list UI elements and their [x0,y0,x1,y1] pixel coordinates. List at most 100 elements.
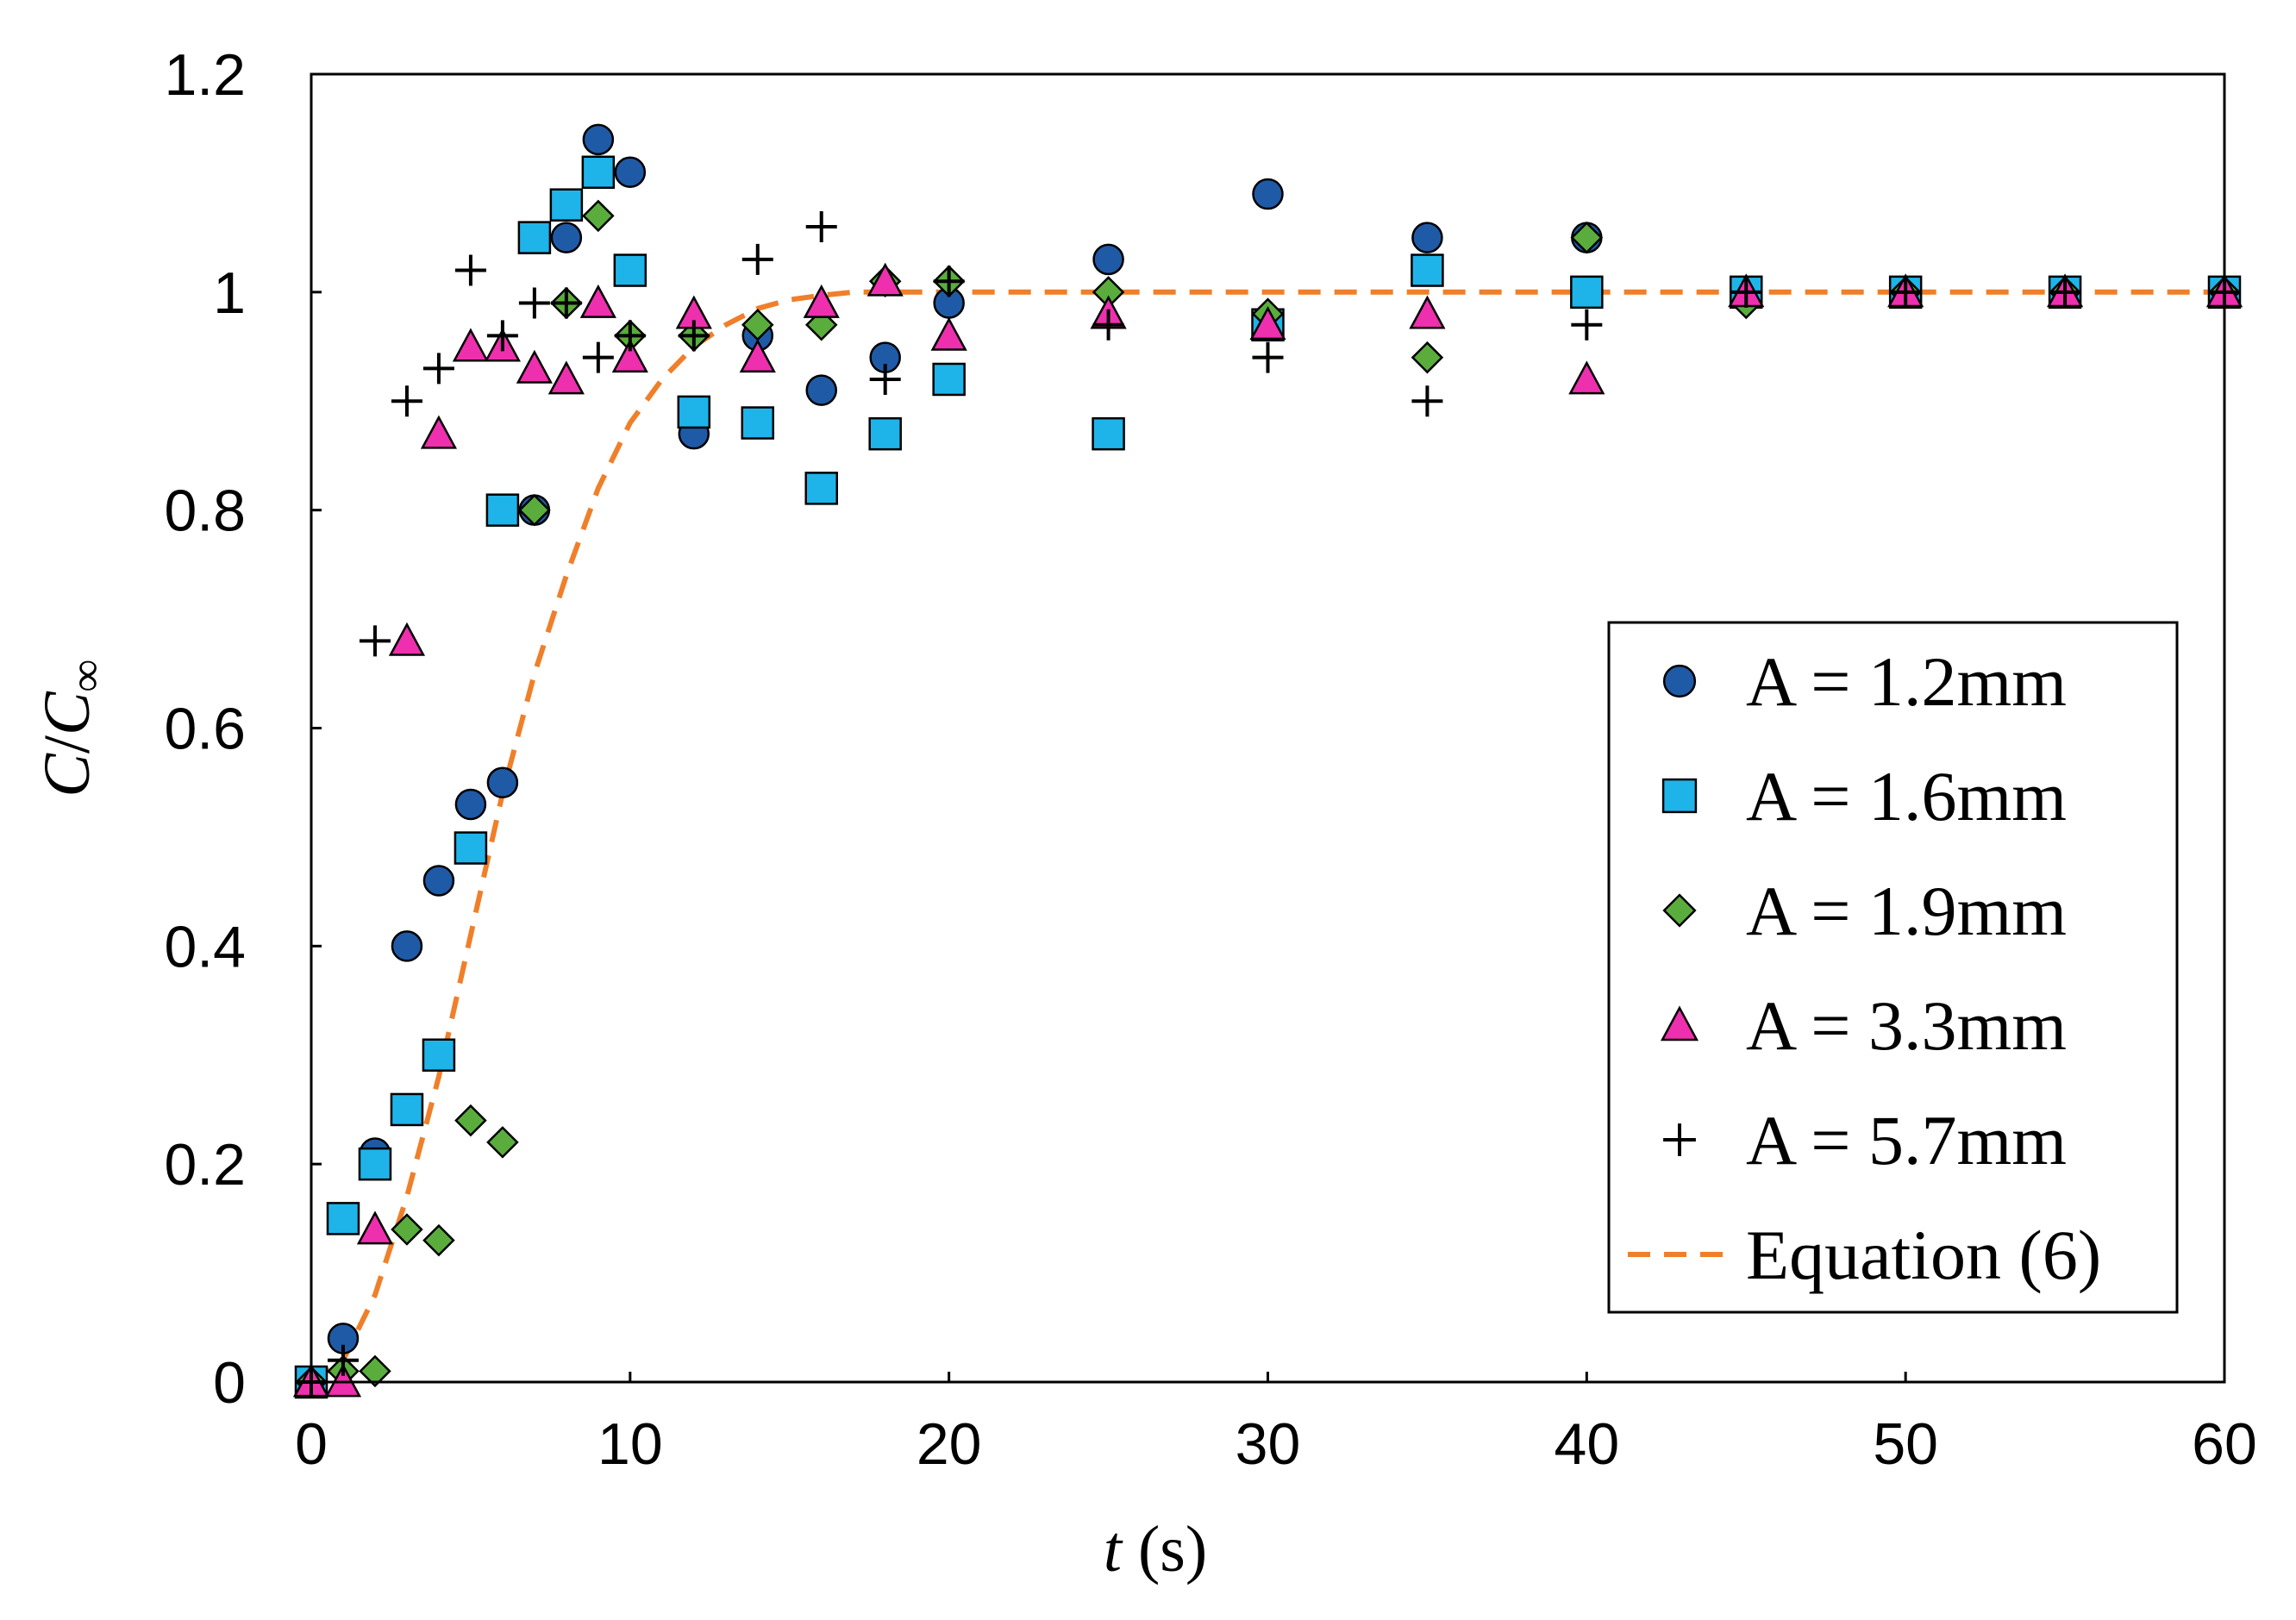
x-tick-label: 50 [1873,1411,1938,1477]
data-point-square [613,253,648,287]
data-point-plus [1411,385,1443,417]
data-point-plus [550,287,582,319]
data-point-plus [1890,276,1922,308]
data-point-square [741,406,775,440]
data-point-circle [550,222,583,253]
legend-swatch-triangle [1660,1005,1699,1041]
data-point-circle [454,788,487,821]
data-point-triangle [388,622,426,656]
data-point-plus [1092,309,1124,341]
data-point-plus [518,287,550,319]
data-point-circle [422,865,455,897]
data-point-triangle [1409,295,1446,329]
data-point-triangle [611,339,648,373]
data-point-square [581,155,616,190]
data-point-plus [486,320,518,352]
data-point-triangle [803,284,840,318]
legend-label: A = 3.3mm [1746,986,2067,1065]
x-tick-label: 20 [917,1411,982,1477]
data-point-square [454,831,488,865]
data-point-circle [1411,222,1443,253]
y-axis-sep: / [31,735,103,754]
plot-data [292,123,2243,1399]
data-point-plus [1571,309,1603,341]
data-point-circle [805,374,837,406]
x-axis-var: t [1104,1513,1123,1586]
data-point-triangle [420,415,458,449]
y-tick-label: 0 [213,1350,246,1416]
legend-item: A = 5.7mm [1663,1101,2067,1179]
data-point-plus [933,266,965,297]
data-point-diamond [518,493,551,527]
data-point-diamond [1411,341,1444,374]
legend-label: A = 1.9mm [1746,872,2067,950]
data-point-diamond [422,1223,455,1257]
x-tick-label: 0 [295,1411,328,1477]
y-tick-label: 0.8 [164,478,246,544]
data-point-diamond [582,199,615,233]
data-point-square [1411,253,1444,287]
data-point-triangle [739,339,776,373]
legend-item: A = 1.6mm [1661,757,2067,835]
data-point-diamond [359,1354,391,1388]
data-point-triangle [356,1210,394,1245]
data-point-square [932,362,966,397]
legend-label: A = 1.6mm [1746,757,2067,835]
data-point-square [1092,416,1125,451]
legend-swatch-diamond [1662,893,1697,928]
data-point-square [390,1092,424,1127]
data-point-plus [2049,276,2081,308]
data-point-triangle [1249,306,1286,341]
x-tick-label: 10 [597,1411,663,1477]
data-point-circle [486,766,519,798]
legend: A = 1.2mm A = 1.6mm A = 1.9mm A = 3.3mm A = … [1607,621,2179,1314]
series-plus [296,210,2240,1398]
data-point-square [1570,275,1604,310]
legend-item: Equation (6) [1628,1216,2101,1294]
y-tick-label: 1 [213,260,246,326]
data-point-triangle [547,360,585,395]
y-axis-var: C [31,753,103,797]
axes: 0 10 20 30 40 50 60 0 0.2 0.4 0.6 0.8 1 1.2 [164,42,2256,1477]
data-point-plus [582,341,614,373]
legend-box [1607,621,2179,1314]
y-tick-label: 0.2 [164,1132,246,1198]
data-point-circle [582,123,615,156]
legend-items: A = 1.2mm A = 1.6mm A = 1.9mm A = 3.3mm A = … [1628,642,2101,1294]
data-point-circle [1092,243,1124,276]
data-point-diamond [454,1104,487,1137]
legend-swatch-circle [1662,664,1697,698]
data-point-plus [454,254,486,286]
data-point-triangle [452,328,490,362]
data-point-triangle [1568,360,1605,395]
data-point-plus [805,210,837,242]
data-point-plus [391,385,422,417]
y-axis-title: C/C∞ [31,660,111,797]
data-point-square [517,221,552,254]
data-point-plus [327,1344,359,1376]
y-axis-sub: ∞ [62,660,111,691]
data-point-circle [1252,178,1284,210]
y-tick-label: 1.2 [164,42,246,108]
legend-label: A = 5.7mm [1746,1101,2067,1179]
legend-item: A = 3.3mm [1660,986,2067,1065]
data-point-circle [391,930,423,962]
x-tick-label: 60 [2192,1411,2257,1477]
data-point-plus [359,625,391,657]
data-point-square [358,1147,392,1181]
x-axis-unit: (s) [1122,1513,1207,1586]
data-point-square [549,188,584,222]
data-point-square [485,493,520,527]
x-tick-label: 30 [1236,1411,1301,1477]
y-tick-label: 0.4 [164,914,246,979]
legend-item: A = 1.9mm [1662,872,2067,950]
data-point-plus [741,243,773,275]
legend-swatch-square [1661,778,1698,814]
data-point-plus [422,353,454,385]
data-point-diamond [1570,221,1604,254]
data-point-square [422,1038,456,1072]
x-tick-label: 40 [1555,1411,1620,1477]
data-point-square [326,1202,360,1235]
data-point-triangle [866,262,904,297]
